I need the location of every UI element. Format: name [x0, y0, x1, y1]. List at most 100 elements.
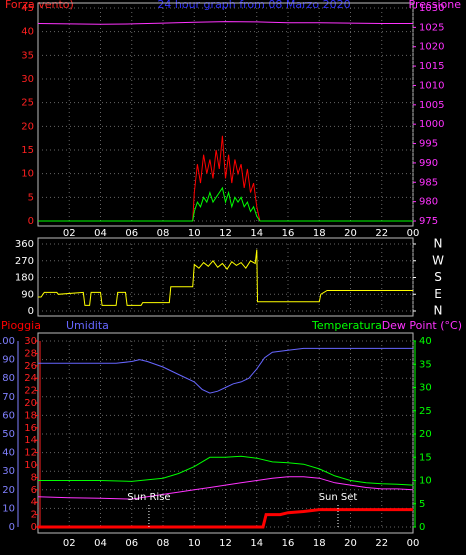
- y-tick-label: 26: [24, 361, 37, 372]
- x-tick-label: 18: [313, 538, 326, 549]
- y-tick-label: 0: [28, 306, 34, 317]
- y-tick-label: 180: [15, 273, 34, 284]
- y-tick-label: 60: [2, 410, 15, 421]
- series-line: [38, 455, 414, 486]
- y-tick-label: 24: [24, 373, 37, 384]
- y-tick-label: 10: [419, 476, 432, 487]
- y-tick-label: 35: [21, 50, 34, 61]
- y-tick-label: 1020: [419, 42, 444, 53]
- wind-axis-label: Forza vento): [5, 0, 74, 11]
- y-tick-label: 16: [24, 423, 37, 434]
- x-tick-label: 00: [407, 538, 420, 549]
- x-tick-label: 20: [344, 538, 357, 549]
- series-line: [38, 135, 413, 222]
- chart-title: 24 hour graph from 08 Marzo 2020: [157, 0, 350, 11]
- y-tick-label: 8: [31, 472, 37, 483]
- y-tick-label: 990: [419, 158, 438, 169]
- y-tick-label: 0: [28, 216, 34, 227]
- y-tick-label: 20: [21, 121, 34, 132]
- y-tick-label: 6: [31, 485, 37, 496]
- y-tick-label: 30: [21, 74, 34, 85]
- y-tick-label: 30: [24, 336, 37, 347]
- y-tick-label: 1010: [419, 80, 444, 91]
- y-tick-label: 20: [2, 485, 15, 496]
- x-tick-label: 04: [94, 228, 107, 239]
- x-tick-label: 10: [188, 228, 201, 239]
- y-tick-label: W: [432, 253, 444, 267]
- x-tick-label: 02: [63, 228, 76, 239]
- y-tick-label: 40: [21, 27, 34, 38]
- legend-label: Pioggia: [1, 319, 41, 332]
- series-line: [38, 249, 413, 306]
- y-tick-label: 18: [24, 410, 37, 421]
- y-tick-label: 25: [419, 406, 432, 417]
- y-tick-label: 40: [2, 448, 15, 459]
- annotation-label: Sun Set: [319, 492, 358, 503]
- y-tick-label: 15: [21, 145, 34, 156]
- x-tick-label: 22: [375, 228, 388, 239]
- series-line: [38, 186, 413, 222]
- y-tick-label: 2: [31, 510, 37, 521]
- legend-label: Pressione: [409, 0, 462, 11]
- y-tick-label: 1005: [419, 100, 444, 111]
- legend-label: Dew Point (°C): [382, 319, 462, 332]
- y-tick-label: 70: [2, 392, 15, 403]
- y-tick-label: 14: [24, 435, 37, 446]
- y-tick-label: 30: [2, 466, 15, 477]
- y-tick-label: 90: [2, 355, 15, 366]
- x-tick-label: 08: [157, 538, 170, 549]
- y-tick-label: 975: [419, 216, 438, 227]
- x-tick-label: 10: [188, 538, 201, 549]
- series-line: [37, 476, 414, 500]
- series-line: [37, 21, 413, 25]
- x-tick-label: 22: [375, 538, 388, 549]
- y-tick-label: 0: [31, 522, 37, 533]
- y-tick-label: 22: [24, 386, 37, 397]
- legend-label: Umidita: [66, 319, 109, 332]
- y-tick-label: 20: [24, 398, 37, 409]
- y-tick-label: 50: [2, 429, 15, 440]
- y-tick-label: S: [434, 270, 442, 284]
- y-tick-label: 995: [419, 139, 438, 150]
- y-tick-label: 4: [31, 497, 37, 508]
- y-tick-label: N: [434, 304, 443, 318]
- x-tick-label: 16: [282, 228, 295, 239]
- y-tick-label: 0: [419, 522, 425, 533]
- x-tick-label: 14: [250, 228, 263, 239]
- series-line: [38, 508, 413, 529]
- y-tick-label: 1015: [419, 61, 444, 72]
- y-tick-label: 80: [2, 373, 15, 384]
- y-tick-label: 1025: [419, 22, 444, 33]
- x-tick-label: 14: [250, 538, 263, 549]
- y-tick-label: E: [434, 287, 442, 301]
- y-tick-label: 28: [24, 348, 37, 359]
- x-tick-label: 16: [282, 538, 295, 549]
- y-tick-label: 985: [419, 177, 438, 188]
- x-tick-label: 06: [125, 228, 138, 239]
- y-tick-label: 100: [0, 336, 15, 347]
- y-tick-label: 360: [15, 239, 34, 250]
- x-tick-label: 00: [407, 228, 420, 239]
- y-tick-label: 0: [9, 522, 15, 533]
- x-tick-label: 12: [219, 228, 232, 239]
- y-tick-label: 1030: [419, 3, 444, 14]
- y-tick-label: 10: [21, 169, 34, 180]
- y-tick-label: 90: [21, 289, 34, 300]
- y-tick-label: 25: [21, 98, 34, 109]
- y-tick-label: 5: [28, 192, 34, 203]
- y-tick-label: 40: [419, 336, 432, 347]
- series-line: [38, 347, 413, 394]
- y-tick-label: 10: [24, 460, 37, 471]
- x-tick-label: 04: [94, 538, 107, 549]
- y-tick-label: 15: [419, 452, 432, 463]
- y-tick-label: N: [434, 237, 443, 251]
- y-tick-label: 1000: [419, 119, 444, 130]
- legend-label: Temperatura: [311, 319, 382, 332]
- y-tick-label: 20: [419, 429, 432, 440]
- y-tick-label: 10: [2, 503, 15, 514]
- y-tick-label: 12: [24, 448, 37, 459]
- x-tick-label: 02: [63, 538, 76, 549]
- y-tick-label: 45: [21, 3, 34, 14]
